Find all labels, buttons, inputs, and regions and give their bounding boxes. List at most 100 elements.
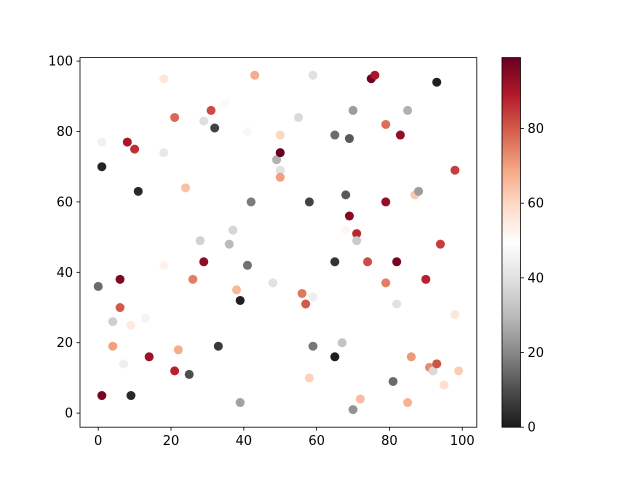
scatter-point bbox=[228, 225, 238, 235]
scatter-point bbox=[341, 190, 351, 200]
scatter-point bbox=[199, 257, 209, 267]
scatter-point bbox=[392, 257, 402, 267]
y-tick-label: 60 bbox=[56, 195, 73, 210]
scatter-point bbox=[293, 112, 303, 122]
scatter-point bbox=[439, 380, 449, 390]
x-axis: 0 20 40 60 80 100 bbox=[94, 427, 475, 449]
scatter-point bbox=[370, 70, 380, 80]
scatter-point bbox=[272, 155, 282, 165]
scatter-point bbox=[195, 236, 205, 246]
scatter-point bbox=[159, 260, 169, 270]
scatter-point bbox=[363, 257, 373, 267]
scatter-point bbox=[432, 359, 442, 369]
scatter-point bbox=[126, 320, 136, 330]
scatter-point bbox=[126, 391, 136, 401]
scatter-point bbox=[97, 162, 107, 172]
scatter-point bbox=[421, 274, 431, 284]
scatter-point bbox=[173, 345, 183, 355]
scatter-point bbox=[395, 130, 405, 140]
scatter-point bbox=[308, 341, 318, 351]
scatter-point bbox=[406, 352, 416, 362]
scatter-point bbox=[250, 70, 260, 80]
x-tick-label: 100 bbox=[450, 434, 475, 449]
scatter-point bbox=[297, 288, 307, 298]
scatter-point bbox=[275, 165, 285, 175]
scatter-point bbox=[330, 352, 340, 362]
scatter-point bbox=[348, 405, 358, 415]
scatter-point bbox=[235, 398, 245, 408]
scatter-point bbox=[122, 137, 132, 147]
scatter-point bbox=[188, 274, 198, 284]
scatter-point bbox=[97, 137, 107, 147]
scatter-point bbox=[170, 112, 180, 122]
scatter-point bbox=[115, 303, 125, 313]
scatter-point bbox=[213, 341, 223, 351]
scatter-point bbox=[388, 376, 398, 386]
scatter-point bbox=[344, 134, 354, 144]
scatter-point bbox=[352, 236, 362, 246]
colorbar-ticks: 0 20 40 60 80 bbox=[520, 122, 545, 436]
scatter-point bbox=[301, 299, 311, 309]
scatter-point bbox=[242, 127, 252, 137]
scatter-point bbox=[221, 98, 231, 108]
scatter-point bbox=[352, 229, 362, 239]
scatter-point bbox=[235, 295, 245, 305]
scatter-point bbox=[159, 74, 169, 84]
scatter-point bbox=[304, 373, 314, 383]
scatter-point bbox=[381, 278, 391, 288]
scatter-point bbox=[133, 186, 143, 196]
x-tick-label: 40 bbox=[236, 434, 253, 449]
x-tick-label: 0 bbox=[94, 434, 102, 449]
colorbar-tick-label: 80 bbox=[528, 122, 545, 137]
y-tick-label: 80 bbox=[56, 125, 73, 140]
scatter-point bbox=[108, 341, 118, 351]
scatter-point bbox=[392, 299, 402, 309]
scatter-point bbox=[93, 281, 103, 291]
scatter-point bbox=[381, 119, 391, 129]
scatter-point bbox=[304, 197, 314, 207]
scatter-point bbox=[268, 278, 278, 288]
scatter-point bbox=[144, 352, 154, 362]
scatter-point bbox=[432, 77, 442, 87]
y-tick-label: 20 bbox=[56, 336, 73, 351]
scatter-point bbox=[450, 165, 460, 175]
colorbar-tick-label: 60 bbox=[528, 197, 545, 212]
scatter-point bbox=[414, 186, 424, 196]
scatter-point bbox=[330, 130, 340, 140]
scatter-point bbox=[130, 144, 140, 154]
scatter-point bbox=[403, 398, 413, 408]
scatter-point bbox=[232, 285, 242, 295]
scatter-point bbox=[210, 123, 220, 133]
scatter-point bbox=[337, 338, 347, 348]
scatter-point bbox=[181, 183, 191, 193]
scatter-point bbox=[224, 239, 234, 249]
x-tick-label: 60 bbox=[308, 434, 325, 449]
scatter-point bbox=[355, 394, 365, 404]
y-tick-label: 40 bbox=[56, 266, 73, 281]
scatter-point bbox=[341, 225, 351, 235]
colorbar: 0 20 40 60 80 bbox=[501, 57, 545, 436]
scatter-point bbox=[108, 317, 118, 327]
scatter-point bbox=[159, 148, 169, 158]
scatter-point bbox=[242, 260, 252, 270]
y-axis: 0 20 40 60 80 100 bbox=[48, 55, 80, 422]
scatter-point bbox=[275, 148, 285, 158]
scatter-point bbox=[275, 130, 285, 140]
scatter-point bbox=[450, 310, 460, 320]
scatter-point bbox=[403, 105, 413, 115]
scatter-point bbox=[330, 257, 340, 267]
scatter-point bbox=[308, 70, 318, 80]
scatter-point bbox=[381, 197, 391, 207]
scatter-point bbox=[206, 105, 216, 115]
scatter-points bbox=[93, 70, 464, 415]
x-tick-label: 20 bbox=[163, 434, 180, 449]
scatter-point bbox=[246, 197, 256, 207]
scatter-point bbox=[115, 274, 125, 284]
y-tick-label: 0 bbox=[65, 407, 73, 422]
scatter-point bbox=[454, 366, 464, 376]
scatter-point bbox=[97, 391, 107, 401]
scatter-point bbox=[308, 292, 318, 302]
colorbar-tick-label: 0 bbox=[528, 421, 536, 436]
scatter-point bbox=[428, 366, 438, 376]
